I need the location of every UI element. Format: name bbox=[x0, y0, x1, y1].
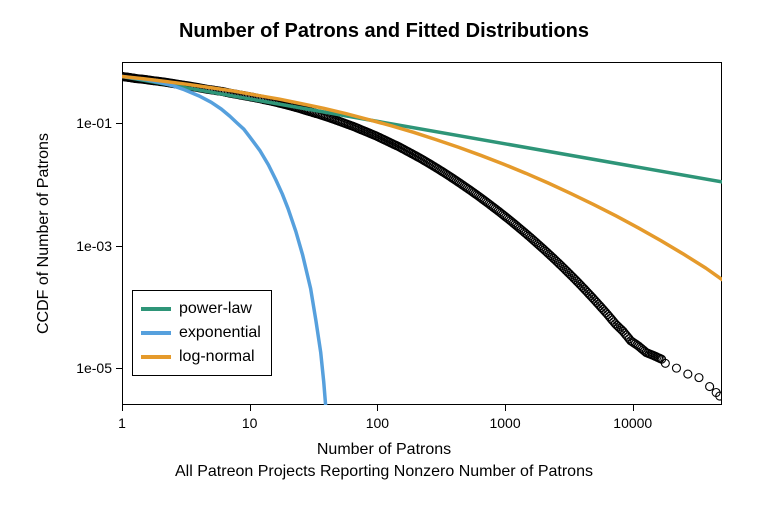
chart-subtitle: All Patreon Projects Reporting Nonzero N… bbox=[0, 463, 768, 481]
y-tick-label: 1e-05 bbox=[60, 360, 112, 376]
chart-title: Number of Patrons and Fitted Distributio… bbox=[0, 20, 768, 43]
y-axis-label: CCDF of Number of Patrons bbox=[35, 133, 53, 334]
x-tick-mark bbox=[633, 405, 634, 411]
x-axis-label: Number of Patrons bbox=[0, 441, 768, 459]
legend: power-law exponential log-normal bbox=[132, 290, 272, 376]
legend-item-power-law: power-law bbox=[141, 297, 261, 321]
legend-swatch bbox=[141, 331, 171, 335]
legend-label: exponential bbox=[179, 324, 261, 342]
legend-item-exponential: exponential bbox=[141, 321, 261, 345]
legend-item-log-normal: log-normal bbox=[141, 345, 261, 369]
log-normal-line bbox=[122, 76, 722, 279]
y-tick-mark bbox=[116, 123, 122, 124]
y-tick-label: 1e-01 bbox=[60, 115, 112, 131]
x-tick-label: 100 bbox=[366, 415, 389, 431]
x-tick-mark bbox=[505, 405, 506, 411]
x-tick-label: 10000 bbox=[613, 415, 652, 431]
chart-wrapper: { "chart": { "type": "line+scatter-loglo… bbox=[0, 0, 768, 512]
legend-swatch bbox=[141, 355, 171, 359]
legend-swatch bbox=[141, 307, 171, 311]
x-tick-mark bbox=[250, 405, 251, 411]
legend-label: log-normal bbox=[179, 348, 255, 366]
legend-label: power-law bbox=[179, 300, 252, 318]
x-tick-mark bbox=[122, 405, 123, 411]
power-law-line bbox=[122, 76, 722, 181]
x-tick-label: 10 bbox=[242, 415, 258, 431]
y-tick-mark bbox=[116, 246, 122, 247]
y-tick-label: 1e-03 bbox=[60, 238, 112, 254]
x-tick-label: 1 bbox=[118, 415, 126, 431]
x-tick-label: 1000 bbox=[489, 415, 520, 431]
x-tick-mark bbox=[377, 405, 378, 411]
y-tick-mark bbox=[116, 368, 122, 369]
